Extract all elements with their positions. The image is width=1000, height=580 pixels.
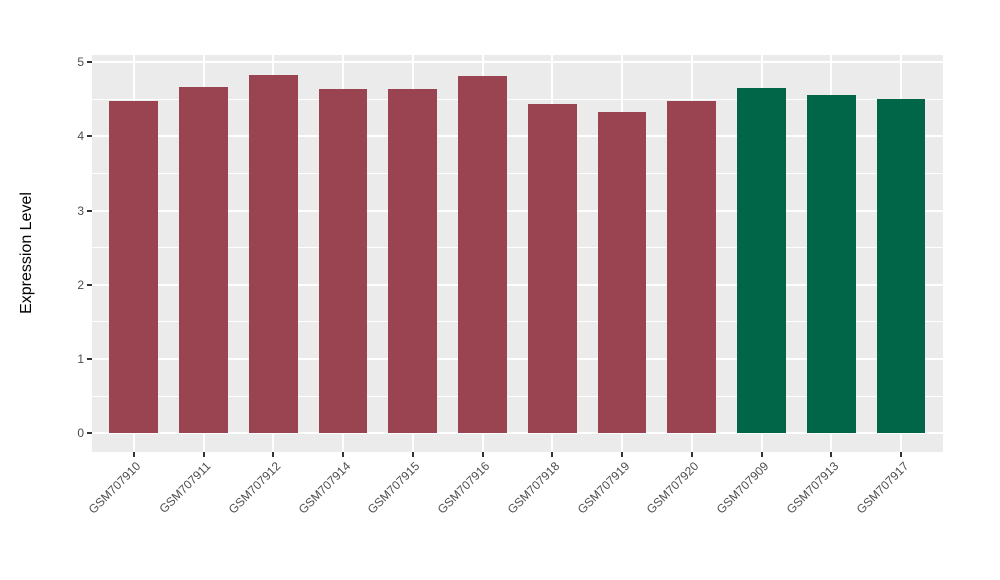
bar-GSM707910 — [109, 100, 159, 434]
gridline-y-major — [92, 209, 943, 212]
bar-GSM707913 — [806, 94, 856, 434]
y-tick-label: 4 — [77, 129, 84, 144]
gridline-y-minor — [92, 247, 943, 249]
y-tick-label: 1 — [77, 352, 84, 367]
y-tick — [87, 283, 92, 286]
x-tick-label: GSM707917 — [751, 459, 911, 517]
y-tick — [87, 209, 92, 212]
gridline-y-major — [92, 135, 943, 138]
x-tick — [202, 452, 205, 457]
x-tick — [132, 452, 135, 457]
y-tick — [87, 358, 92, 361]
gridline-y-major — [92, 358, 943, 361]
bar-GSM707916 — [458, 76, 507, 434]
gridline-y-major — [92, 283, 943, 286]
x-tick — [690, 452, 693, 457]
gridline-y-minor — [92, 395, 943, 397]
plot-panel — [92, 55, 943, 452]
x-tick — [551, 452, 554, 457]
y-tick-label: 5 — [77, 55, 84, 69]
y-tick-label: 0 — [77, 426, 84, 441]
y-tick — [87, 432, 92, 435]
gridline-y-minor — [92, 172, 943, 174]
bar-GSM707919 — [597, 111, 647, 434]
bar-GSM707917 — [876, 99, 926, 434]
x-tick — [411, 452, 414, 457]
bar-GSM707909 — [737, 87, 786, 434]
gridline-y-major — [92, 432, 943, 435]
bar-GSM707914 — [318, 89, 368, 434]
x-tick — [481, 452, 484, 457]
x-tick — [272, 452, 275, 457]
gridline-y-minor — [92, 321, 943, 323]
x-tick-label-text: GSM707917 — [853, 459, 911, 517]
x-tick — [621, 452, 624, 457]
x-tick — [830, 452, 833, 457]
bar-GSM707912 — [248, 75, 298, 434]
x-tick — [900, 452, 903, 457]
bar-GSM707915 — [388, 88, 438, 434]
bar-GSM707911 — [179, 87, 228, 434]
y-tick — [87, 135, 92, 138]
x-tick — [760, 452, 763, 457]
y-tick-label: 2 — [77, 277, 84, 292]
y-axis-title: Expression Level — [18, 192, 35, 314]
bar-GSM707918 — [527, 103, 577, 434]
y-tick-label: 3 — [77, 203, 84, 218]
x-tick — [342, 452, 345, 457]
gridline-y-minor — [92, 98, 943, 100]
gridline-y-major — [92, 61, 943, 63]
bar-GSM707920 — [667, 100, 717, 434]
y-tick — [87, 61, 92, 63]
